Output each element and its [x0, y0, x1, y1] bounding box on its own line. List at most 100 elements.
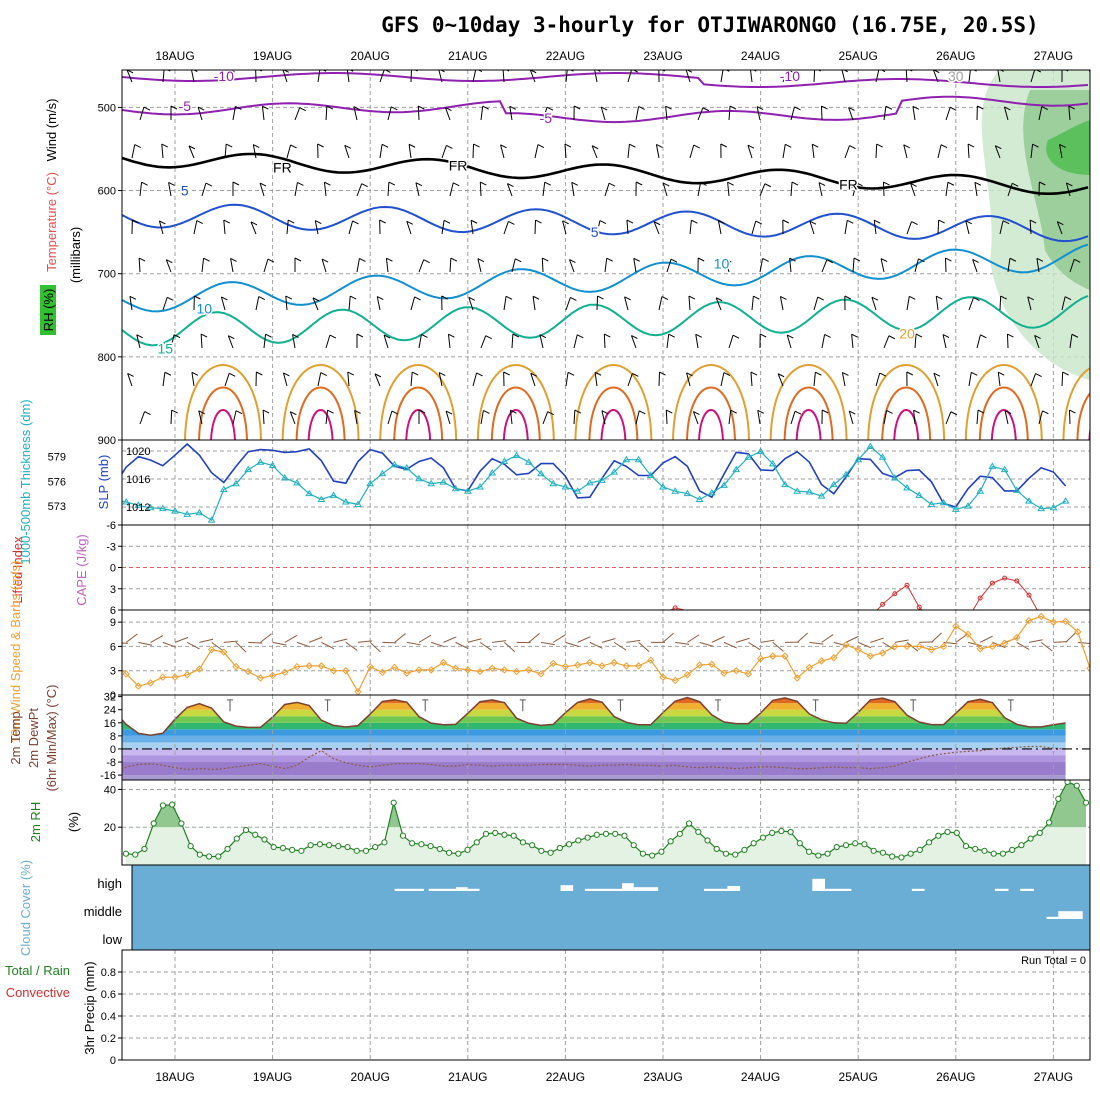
wind-barb	[564, 144, 567, 159]
wind10m-point	[342, 667, 350, 675]
wind-barb	[883, 410, 888, 425]
rh-point	[261, 836, 268, 843]
wind-barb-flag	[670, 258, 678, 263]
wind10m-barb	[235, 642, 247, 653]
wind-barb-flag	[715, 297, 723, 302]
date-label-top: 21AUG	[448, 49, 487, 63]
wind-barb-flag	[352, 220, 359, 225]
wind-barb	[379, 70, 385, 83]
wind-barb-flag	[638, 106, 645, 110]
rh-point	[501, 831, 508, 838]
wind-barb-flag	[851, 333, 858, 338]
rh-point	[196, 851, 203, 858]
contour-15	[122, 294, 1089, 347]
wind-barb-flag	[191, 371, 199, 376]
wind-barb-flag	[971, 371, 978, 376]
wind10m-point	[671, 676, 679, 685]
rh-point	[335, 843, 342, 850]
wind10m-point	[756, 654, 765, 663]
lifted-index-point	[892, 591, 898, 597]
wind-barb-flag	[188, 145, 196, 150]
wind-barb	[1007, 183, 1013, 197]
wind-barb-flag	[817, 70, 821, 72]
wind-barb-flag	[847, 219, 854, 224]
wind-barb	[789, 258, 792, 273]
wind10m-point	[708, 660, 716, 668]
dewpoint-line	[122, 745, 1066, 771]
wind-barb	[472, 70, 477, 83]
wind-barb-flag	[441, 295, 448, 300]
wind-barb-flag	[508, 220, 515, 225]
wind-barb	[317, 372, 322, 387]
wind10m-barb	[931, 632, 942, 643]
contour-25	[1076, 392, 1090, 440]
wind-barb	[138, 258, 141, 273]
wind-barb	[655, 144, 660, 159]
rh-point	[953, 829, 960, 836]
wind-barb	[871, 297, 877, 311]
wind10m-point	[1000, 639, 1009, 647]
wind10m-point	[610, 658, 618, 667]
wind-barb	[573, 334, 578, 349]
rh-point	[242, 826, 250, 834]
wind-barb	[191, 70, 195, 83]
thickness-point	[439, 478, 448, 485]
thickness-point	[695, 495, 704, 502]
wind-barb-flag	[505, 295, 513, 300]
wind-barb	[193, 220, 198, 235]
wind-barb-flag	[1062, 371, 1069, 376]
wind-barb-flag	[161, 143, 169, 148]
wind-barb-flag	[1036, 257, 1044, 262]
thickness-point	[671, 487, 680, 494]
thickness-tick-label: 579	[48, 451, 66, 463]
wind10m-point	[695, 661, 704, 669]
cloud-ylabel: Cloud Cover (%)	[18, 860, 33, 956]
wind10m-point	[207, 645, 216, 654]
wind-barb	[263, 258, 269, 273]
temp-grid	[174, 695, 1054, 780]
wind-barb-flag	[885, 105, 893, 110]
wind-barb	[286, 220, 289, 235]
rh-point	[750, 840, 757, 847]
wind-barb-flag	[777, 373, 785, 378]
wind10m-barb	[162, 641, 177, 648]
wind-barb	[688, 296, 691, 311]
wind-barb-flag	[764, 183, 772, 188]
wind-barb	[479, 182, 482, 197]
wind10m-point	[464, 666, 472, 674]
wind-barb	[161, 144, 164, 159]
temp-tick-label: 16	[104, 718, 116, 730]
wind-barb	[356, 183, 363, 197]
cloud-high-block	[633, 887, 659, 891]
wind-barb-flag	[173, 334, 181, 339]
wind-barb-flag	[809, 220, 817, 225]
rh-point	[1027, 835, 1034, 842]
wind-barb	[945, 107, 951, 121]
wind-barb	[542, 411, 549, 425]
wind-barb-flag	[626, 219, 634, 224]
wind-barb	[666, 334, 670, 349]
wind-barb	[883, 335, 890, 349]
wind-barb-flag	[166, 70, 171, 72]
wind10m-point	[159, 673, 167, 681]
wind-barb-flag	[164, 371, 172, 376]
thickness-point	[293, 478, 301, 486]
lifted-index-point	[1014, 578, 1020, 584]
wind-barb-flag	[995, 145, 1002, 150]
wind-barb	[786, 334, 792, 349]
cloud-high-block	[1020, 888, 1034, 891]
wind10m-point	[732, 667, 740, 675]
wind-barb	[852, 258, 855, 273]
contour-label: 5	[591, 224, 599, 240]
wind10m-barb	[345, 641, 358, 651]
thickness-point	[1012, 486, 1021, 493]
wind-barb-flag	[388, 181, 396, 186]
wind-barb	[873, 220, 877, 235]
wind10m-point	[171, 673, 179, 681]
wind-barb-flag	[596, 70, 601, 72]
wind-barb-flag	[391, 106, 398, 111]
contour-30	[795, 409, 822, 440]
wind-barb-flag	[574, 409, 582, 414]
wind-barb	[759, 258, 764, 273]
thickness-point	[402, 464, 411, 471]
